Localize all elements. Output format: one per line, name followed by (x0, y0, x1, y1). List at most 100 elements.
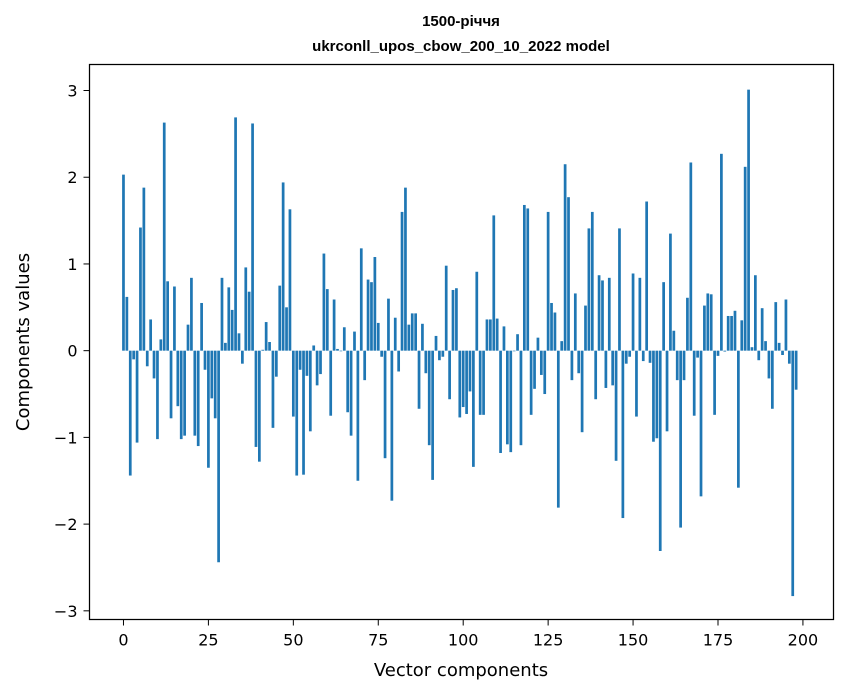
bar (186, 324, 190, 351)
bar (536, 337, 540, 351)
bar (308, 350, 312, 432)
bar (723, 350, 727, 352)
bar (278, 285, 282, 351)
bar (444, 265, 448, 351)
bar (787, 350, 791, 364)
bar (655, 350, 659, 439)
bar (441, 350, 445, 357)
chart-title-line2: ukrconll_upos_cbow_200_10_2022 model (312, 38, 610, 55)
bar (618, 228, 621, 351)
bar (502, 326, 506, 351)
bar (563, 164, 567, 351)
x-tick-label: 50 (283, 631, 303, 650)
bar (672, 330, 676, 351)
bar (227, 287, 231, 351)
x-tick-label: 125 (533, 631, 564, 650)
bar (434, 335, 438, 351)
bar (580, 350, 584, 433)
bar (465, 350, 468, 414)
bar (325, 289, 329, 351)
bar (516, 334, 519, 351)
bar (567, 197, 570, 351)
bar (550, 302, 553, 351)
bar (162, 122, 166, 351)
bar (553, 312, 557, 351)
bar (607, 277, 611, 351)
bar (635, 350, 638, 417)
bar (220, 277, 224, 351)
bar (692, 350, 696, 416)
bar (438, 350, 441, 361)
y-tick-label: −3 (54, 602, 78, 621)
bar (499, 350, 502, 453)
bar (241, 350, 244, 364)
bar (431, 350, 434, 480)
bar (590, 211, 594, 351)
bar (173, 286, 176, 351)
bar (754, 275, 757, 351)
x-tick-label: 25 (198, 631, 218, 650)
bar (421, 323, 424, 351)
bar (699, 350, 703, 497)
bar (706, 293, 710, 351)
bar (716, 350, 720, 356)
x-axis-ticks: 0 25 50 75 100 125 150 175 200 (118, 619, 818, 650)
bar (305, 350, 309, 376)
bar (271, 350, 275, 428)
bar (757, 350, 761, 361)
bar (529, 350, 533, 415)
plot-frame (88, 63, 835, 621)
bar (149, 319, 153, 351)
bar (376, 322, 380, 351)
bar (652, 350, 655, 442)
bar (533, 350, 536, 389)
bar (193, 350, 197, 436)
bar (190, 277, 193, 351)
bar (251, 123, 254, 351)
bar (159, 339, 163, 351)
bar (679, 350, 682, 528)
bar (363, 350, 367, 381)
bar (400, 211, 404, 351)
bar (176, 350, 180, 407)
bar (573, 293, 577, 351)
bar (315, 350, 319, 386)
bar (319, 350, 322, 375)
bar (125, 296, 129, 351)
bar (546, 211, 550, 351)
bar (658, 350, 662, 551)
x-axis-label: Vector components (374, 660, 548, 681)
bar (353, 331, 356, 351)
bar (427, 350, 431, 446)
bar (254, 350, 258, 447)
bar (135, 350, 139, 443)
bar (458, 350, 462, 418)
bar (451, 289, 455, 351)
bar (774, 302, 778, 351)
bar (417, 350, 421, 409)
bar (152, 350, 156, 379)
x-tick-label: 150 (618, 631, 649, 650)
bar (139, 227, 142, 351)
bar (461, 350, 465, 408)
bar (285, 307, 288, 351)
bar (339, 350, 343, 352)
bar (648, 350, 652, 363)
bar (132, 350, 136, 360)
bar (767, 350, 771, 379)
bar (641, 350, 645, 362)
bar (645, 201, 649, 351)
bar (407, 324, 411, 351)
bar (539, 350, 543, 375)
bar (455, 288, 458, 351)
bar (383, 350, 387, 459)
y-tick-label: −2 (54, 515, 78, 534)
bar (560, 341, 564, 351)
bar (764, 341, 767, 351)
bar (570, 350, 574, 381)
bar (485, 319, 489, 351)
bar (336, 348, 339, 351)
x-tick-label: 175 (703, 631, 734, 650)
bar (298, 350, 302, 370)
